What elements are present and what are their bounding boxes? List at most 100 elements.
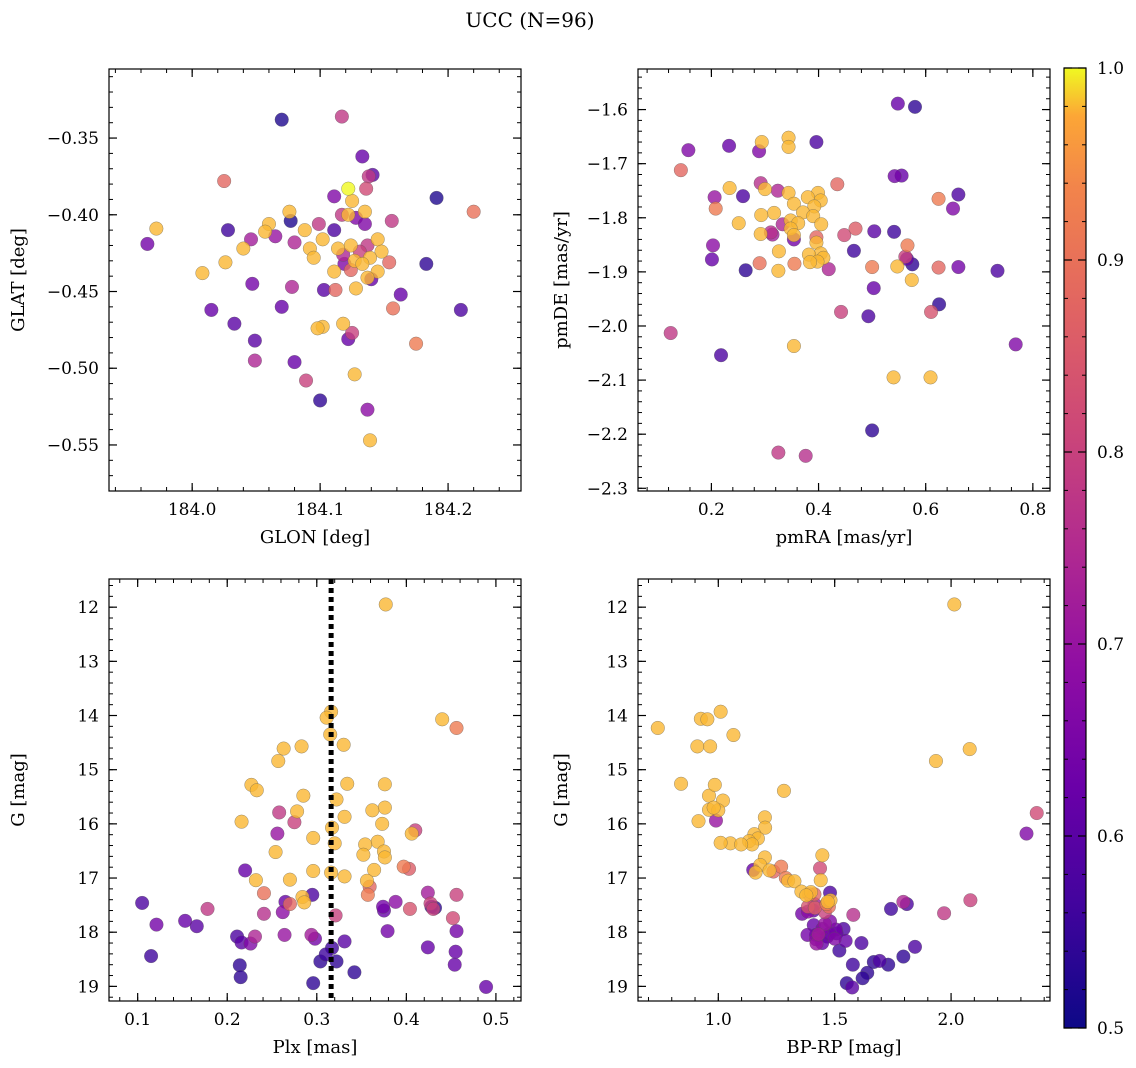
data-point — [872, 953, 887, 968]
data-point — [722, 180, 737, 196]
data-point — [327, 223, 342, 238]
y-tick-label: 15 — [77, 761, 99, 781]
data-point — [466, 204, 481, 219]
data-point — [703, 739, 718, 754]
data-point — [786, 338, 801, 354]
data-point — [282, 204, 297, 219]
data-point — [448, 944, 463, 959]
data-point — [890, 96, 905, 111]
data-point — [248, 873, 263, 888]
data-point — [377, 777, 392, 792]
panel-bprp-g: 1.0 1.5 2.0 12 13 14 15 16 17 18 19 BP-RP [mag] G [m… — [551, 578, 1051, 1058]
data-point — [837, 228, 852, 243]
data-point — [247, 353, 262, 368]
y-tick-label: −2.1 — [587, 371, 628, 391]
panel-pmra-pmde: 0.2 0.4 0.6 0.8 −1.6 −1.7 −1.8 −1.9 −2.0 −2.1 −2.2… — [551, 68, 1051, 548]
data-point — [347, 965, 362, 980]
data-point — [195, 266, 210, 281]
data-point — [834, 304, 849, 319]
data-point — [374, 244, 389, 259]
x-tick-label: 0.4 — [805, 500, 832, 520]
data-point — [453, 302, 468, 317]
data-point — [787, 874, 802, 889]
data-point — [814, 217, 829, 232]
data-point — [846, 907, 861, 922]
data-point — [706, 800, 721, 815]
data-point — [336, 316, 351, 331]
data-point — [931, 260, 946, 275]
data-point — [287, 235, 302, 250]
data-point — [247, 929, 263, 944]
data-point — [754, 208, 769, 223]
data-point — [447, 957, 462, 972]
data-point — [220, 223, 236, 238]
data-point — [865, 259, 880, 275]
x-tick-label: 1.0 — [705, 1010, 732, 1030]
y-tick-label: −1.9 — [587, 263, 628, 283]
data-point — [380, 924, 395, 939]
plot-frame — [637, 578, 1051, 1002]
data-point — [327, 189, 342, 204]
data-point — [348, 281, 363, 296]
y-tick-label: −2.0 — [587, 317, 628, 337]
data-point — [294, 739, 309, 754]
data-point — [435, 712, 450, 727]
data-point — [690, 739, 705, 754]
data-point — [375, 816, 390, 831]
data-point — [713, 704, 728, 719]
data-point — [306, 830, 321, 845]
y-tick-label: 14 — [77, 707, 99, 727]
y-tick-label: 19 — [77, 977, 99, 997]
data-point — [341, 207, 356, 222]
data-point — [781, 139, 796, 154]
data-point — [204, 302, 219, 317]
y-tick-label: 12 — [606, 598, 628, 618]
x-tick-label: 0.8 — [1019, 500, 1046, 520]
x-tick-label: 184.0 — [168, 500, 217, 520]
data-point — [282, 872, 297, 887]
colorbar-tick-label: 0.5 — [1097, 1019, 1124, 1039]
data-point — [479, 979, 494, 994]
data-point — [396, 859, 411, 874]
data-point — [297, 223, 312, 238]
y-tick-label: −0.45 — [47, 283, 99, 303]
x-axis-label: Plx [mas] — [273, 1037, 358, 1058]
data-point — [409, 336, 424, 351]
data-point — [866, 281, 881, 296]
data-point — [268, 844, 283, 860]
data-point — [757, 182, 773, 197]
data-point — [449, 720, 464, 736]
data-point — [704, 252, 719, 267]
x-tick-label: 0.3 — [303, 1010, 330, 1030]
plot-frame — [637, 68, 1051, 492]
data-point — [754, 134, 769, 150]
data-point — [854, 935, 869, 951]
data-point — [217, 173, 232, 189]
y-tick-label: 15 — [606, 761, 628, 781]
colorbar-tick-label: 0.7 — [1097, 635, 1124, 655]
data-point — [420, 940, 435, 955]
x-tick-label: 0.2 — [214, 1010, 241, 1030]
data-point — [276, 741, 291, 756]
data-point — [673, 163, 688, 178]
data-point — [315, 232, 330, 247]
scatter-points — [663, 96, 1023, 463]
data-point — [227, 316, 242, 331]
y-tick-label: −2.2 — [587, 425, 628, 445]
data-point — [771, 244, 786, 259]
data-point — [334, 109, 349, 124]
data-point — [328, 282, 343, 298]
y-tick-label: 16 — [606, 815, 628, 835]
data-point — [341, 181, 356, 196]
data-point — [149, 917, 164, 932]
y-tick-label: −1.8 — [587, 209, 628, 229]
y-axis-label: GLAT [deg] — [8, 228, 29, 332]
data-point — [809, 134, 824, 150]
data-point — [886, 370, 901, 385]
plot-frame — [108, 578, 522, 1002]
data-point — [337, 869, 352, 884]
y-tick-label: 17 — [77, 869, 99, 889]
data-point — [799, 888, 814, 903]
data-point — [311, 216, 326, 232]
data-point — [907, 939, 923, 954]
